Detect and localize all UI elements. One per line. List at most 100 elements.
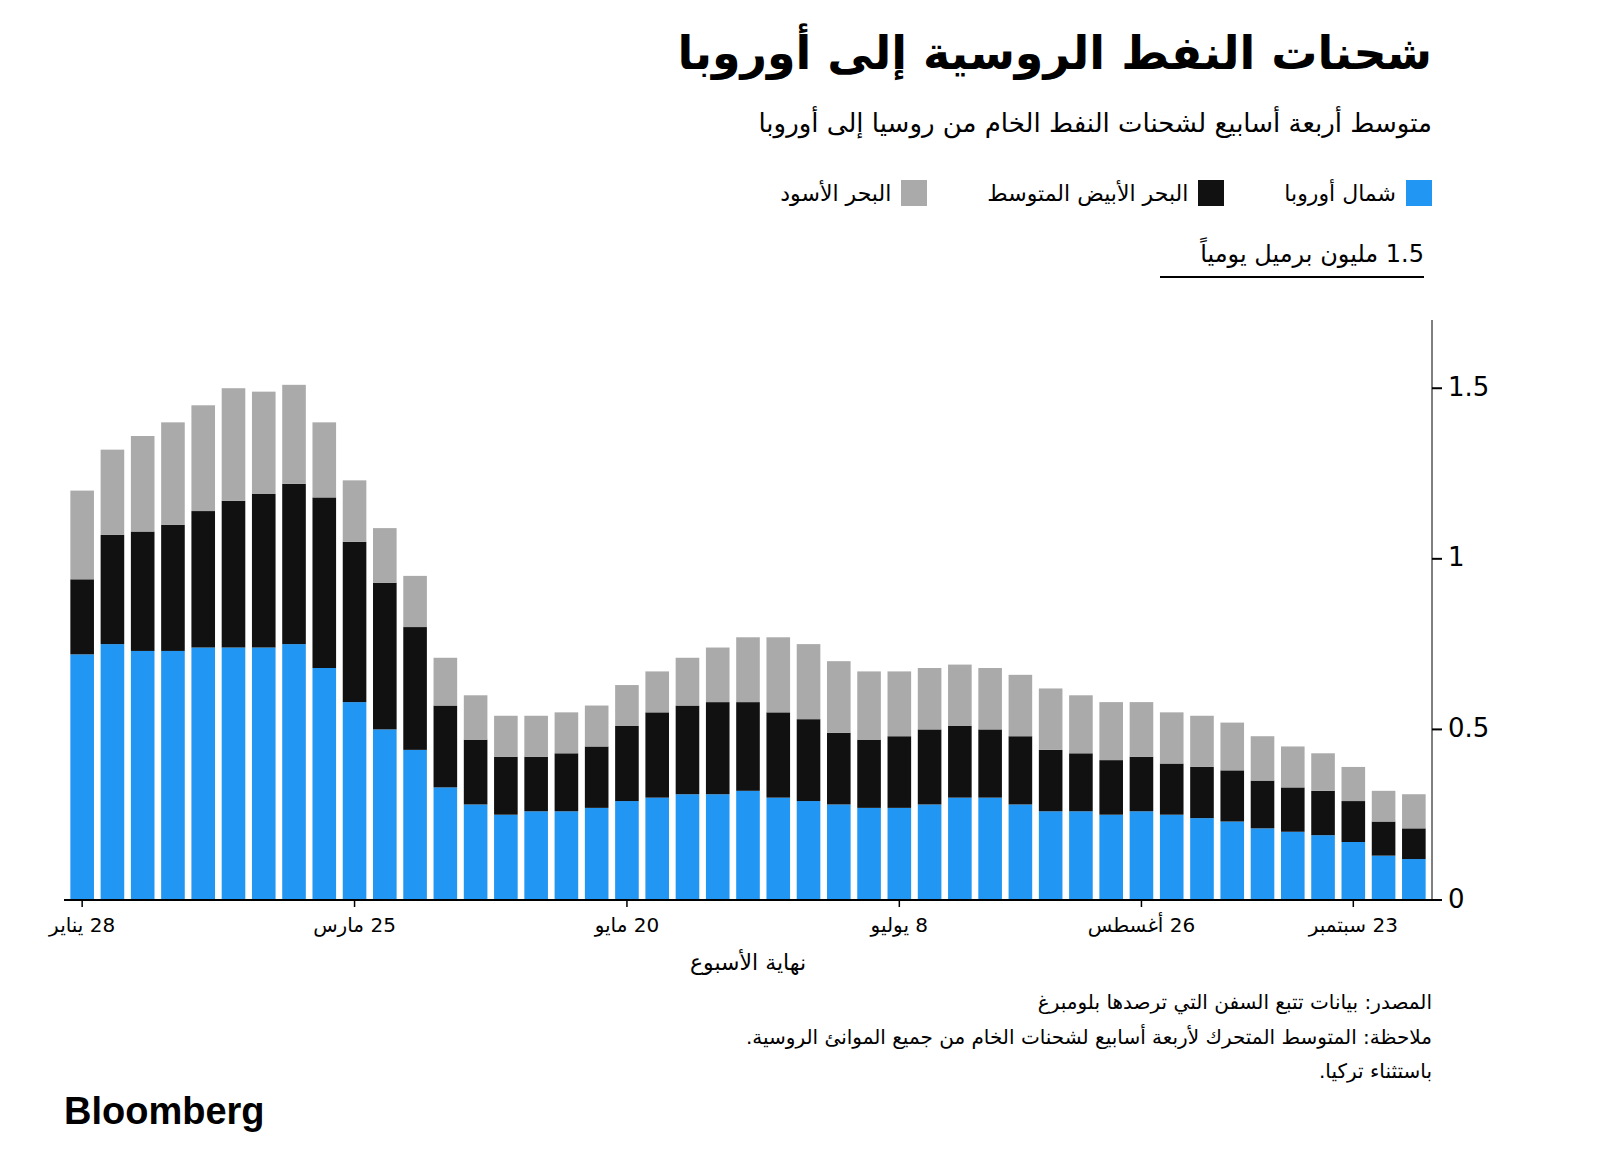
bar-segment xyxy=(948,726,972,798)
bar-segment xyxy=(494,757,518,815)
legend-item: شمال أوروبا xyxy=(1284,180,1432,206)
bar-segment xyxy=(948,798,972,900)
bar-segment xyxy=(888,671,912,736)
bar-segment xyxy=(191,511,215,647)
bar-segment xyxy=(797,644,821,719)
bar-segment xyxy=(1039,750,1063,811)
bar-segment xyxy=(373,528,397,583)
x-tick-label: 20 مايو xyxy=(594,913,660,937)
y-tick-label: 0 xyxy=(1448,884,1465,914)
bar-segment xyxy=(101,535,125,644)
bar-segment xyxy=(403,627,427,750)
bars xyxy=(70,385,1425,900)
title: شحنات النفط الروسية إلى أوروبا xyxy=(677,26,1432,80)
bar-segment xyxy=(797,719,821,801)
bar-segment xyxy=(1009,675,1033,736)
bar-segment xyxy=(1342,842,1366,900)
bar-segment xyxy=(282,484,306,644)
bar-segment xyxy=(1220,770,1244,821)
bar-segment xyxy=(1372,822,1396,856)
bar-segment xyxy=(1220,723,1244,771)
bar-segment xyxy=(191,405,215,511)
bar-segment xyxy=(918,668,942,729)
x-tick-label: 8 يوليو xyxy=(870,913,928,937)
bar-segment xyxy=(978,668,1002,729)
bar-segment xyxy=(70,579,94,654)
y-tick xyxy=(1432,387,1442,389)
bar-segment xyxy=(1069,811,1093,900)
bar-segment xyxy=(1281,746,1305,787)
bar-segment xyxy=(161,422,185,524)
bar-segment xyxy=(797,801,821,900)
y-tick xyxy=(1432,728,1442,730)
bar-segment xyxy=(766,798,790,900)
bar-segment xyxy=(282,644,306,900)
bar-segment xyxy=(645,712,669,797)
bar-segment xyxy=(1251,828,1275,900)
bar-segment xyxy=(857,808,881,900)
bar-segment xyxy=(888,808,912,900)
bar-segment xyxy=(1311,835,1335,900)
bar-segment xyxy=(1190,818,1214,900)
bar-segment xyxy=(1402,828,1426,859)
legend-swatch xyxy=(901,180,927,206)
bar-segment xyxy=(464,695,488,739)
bar-segment xyxy=(494,716,518,757)
bar-segment xyxy=(1220,822,1244,900)
bar-segment xyxy=(131,651,155,900)
bar-segment xyxy=(524,757,548,812)
bar-segment xyxy=(373,729,397,900)
bar-segment xyxy=(434,658,458,706)
bar-segment xyxy=(706,648,730,703)
bar-segment xyxy=(252,494,276,648)
bar-segment xyxy=(1039,811,1063,900)
bar-segment xyxy=(1190,767,1214,818)
bar-segment xyxy=(101,450,125,535)
bar-segment xyxy=(615,685,639,726)
bar-segment xyxy=(494,815,518,900)
bar-segment xyxy=(585,746,609,807)
bar-segment xyxy=(1251,781,1275,829)
bar-segment xyxy=(1099,760,1123,815)
bar-segment xyxy=(857,671,881,739)
bar-segment xyxy=(312,422,336,497)
bar-segment xyxy=(1130,811,1154,900)
bar-segment xyxy=(555,811,579,900)
chart: 00.511.528 يناير25 مارس20 مايو8 يوليو26 … xyxy=(0,0,1600,1152)
bar-segment xyxy=(1281,832,1305,900)
x-tick xyxy=(81,900,83,907)
bar-segment xyxy=(978,798,1002,900)
bar-segment xyxy=(1099,702,1123,760)
bar-segment xyxy=(1069,695,1093,753)
x-tick xyxy=(1141,900,1143,907)
bar-segment xyxy=(1099,815,1123,900)
bar-segment xyxy=(191,648,215,900)
subtitle: متوسط أربعة أسابيع لشحنات النفط الخام من… xyxy=(758,108,1432,138)
legend-swatch xyxy=(1406,180,1432,206)
x-axis-line xyxy=(64,899,1432,901)
bar-segment xyxy=(282,385,306,484)
bar-segment xyxy=(857,740,881,808)
bar-segment xyxy=(888,736,912,808)
bar-segment xyxy=(645,798,669,900)
bar-segment xyxy=(403,576,427,627)
legend-label: شمال أوروبا xyxy=(1284,181,1396,206)
bar-segment xyxy=(1160,764,1184,815)
bar-segment xyxy=(101,644,125,900)
y-tick-label: 1 xyxy=(1448,542,1465,572)
bar-segment xyxy=(706,794,730,900)
bar-segment xyxy=(1130,757,1154,812)
bar-segment xyxy=(222,648,246,900)
bar-segment xyxy=(1251,736,1275,780)
bar-segment xyxy=(1281,787,1305,831)
bar-segment xyxy=(252,392,276,494)
legend-label: البحر الأسود xyxy=(780,181,891,206)
bar-segment xyxy=(645,671,669,712)
y-tick-label: 1.5 xyxy=(1448,372,1489,402)
bar-segment xyxy=(131,532,155,651)
bar-segment xyxy=(1372,856,1396,900)
bar-segment xyxy=(312,497,336,668)
bar-segment xyxy=(1160,815,1184,900)
bar-segment xyxy=(555,712,579,753)
x-tick xyxy=(1353,900,1355,907)
